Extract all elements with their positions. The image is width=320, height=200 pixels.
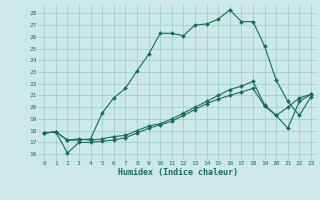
X-axis label: Humidex (Indice chaleur): Humidex (Indice chaleur) (118, 168, 238, 177)
